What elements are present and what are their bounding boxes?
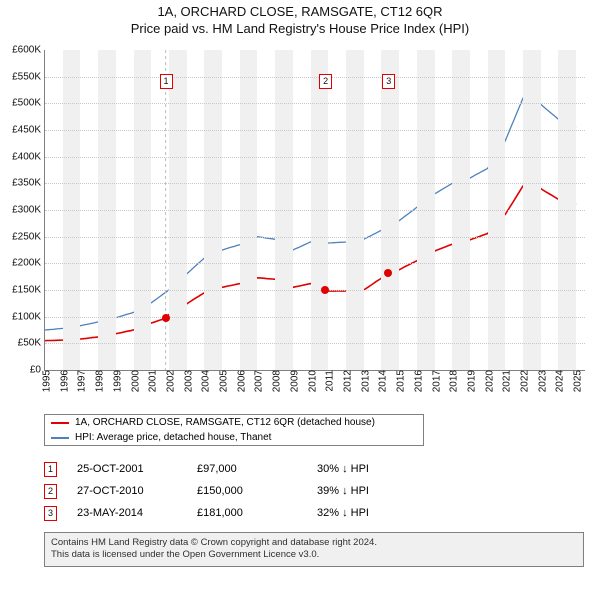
x-tick-label: 2000 [126,370,141,392]
y-tick-label: £350K [12,178,45,189]
x-tick-label: 2002 [161,370,176,392]
x-tick-label: 2022 [516,370,531,392]
legend-swatch [51,437,69,439]
y-tick-label: £200K [12,258,45,269]
transaction-date: 27-OCT-2010 [77,485,197,497]
x-tick-label: 2017 [427,370,442,392]
legend-swatch [51,422,69,424]
legend-label: 1A, ORCHARD CLOSE, RAMSGATE, CT12 6QR (d… [75,417,375,428]
transaction-diff: 39% ↓ HPI [317,485,437,497]
x-tick-label: 1997 [73,370,88,392]
y-tick-label: £250K [12,231,45,242]
x-tick-label: 1995 [38,370,53,392]
x-tick-label: 2013 [356,370,371,392]
x-tick-label: 2012 [338,370,353,392]
x-tick-label: 2008 [268,370,283,392]
x-tick-label: 2011 [321,370,336,392]
sale-marker-1: 1 [160,74,173,89]
transaction-marker-1: 1 [44,462,57,477]
gridline-h [45,77,585,78]
transaction-price: £97,000 [197,463,317,475]
legend-label: HPI: Average price, detached house, Than… [75,432,271,443]
transaction-price: £181,000 [197,507,317,519]
transaction-date: 23-MAY-2014 [77,507,197,519]
x-tick-label: 2016 [409,370,424,392]
y-tick-label: £500K [12,98,45,109]
x-tick-label: 2018 [445,370,460,392]
gridline-h [45,157,585,158]
transaction-marker-2: 2 [44,484,57,499]
x-tick-label: 2020 [480,370,495,392]
x-tick-label: 2003 [179,370,194,392]
gridline-h [45,290,585,291]
gridline-h [45,103,585,104]
y-tick-label: £600K [12,45,45,56]
x-tick-label: 2001 [144,370,159,392]
x-tick-label: 1996 [55,370,70,392]
x-tick-label: 2004 [197,370,212,392]
sale-dot-1 [162,314,170,322]
gridline-h [45,237,585,238]
transaction-price: £150,000 [197,485,317,497]
gridline-h [45,343,585,344]
gridline-h [45,210,585,211]
x-tick-label: 2024 [551,370,566,392]
sale-marker-2: 2 [319,74,332,89]
x-tick-label: 1998 [91,370,106,392]
gridline-h [45,183,585,184]
x-tick-label: 1999 [108,370,123,392]
y-tick-label: £550K [12,71,45,82]
sale-marker-3: 3 [382,74,395,89]
gridline-h [45,130,585,131]
x-tick-label: 2021 [498,370,513,392]
x-tick-label: 2015 [392,370,407,392]
legend-row: 1A, ORCHARD CLOSE, RAMSGATE, CT12 6QR (d… [45,415,423,430]
transaction-row: 3 23-MAY-2014£181,00032% ↓ HPI [44,502,437,524]
gridline-h [45,317,585,318]
x-tick-label: 2019 [462,370,477,392]
y-tick-label: £150K [12,285,45,296]
legend-row: HPI: Average price, detached house, Than… [45,430,423,445]
transaction-diff: 30% ↓ HPI [317,463,437,475]
y-tick-label: £100K [12,311,45,322]
sale-dot-3 [384,269,392,277]
chart-title-2: Price paid vs. HM Land Registry's House … [0,21,600,38]
sale-dot-2 [321,286,329,294]
x-tick-label: 2007 [250,370,265,392]
gridline-h [45,263,585,264]
transaction-date: 25-OCT-2001 [77,463,197,475]
y-tick-label: £300K [12,205,45,216]
x-tick-label: 2010 [303,370,318,392]
transaction-row: 2 27-OCT-2010£150,00039% ↓ HPI [44,480,437,502]
footer-line-1: Contains HM Land Registry data © Crown c… [51,537,577,549]
y-tick-label: £450K [12,125,45,136]
transaction-row: 1 25-OCT-2001£97,00030% ↓ HPI [44,458,437,480]
transaction-marker-3: 3 [44,506,57,521]
legend: 1A, ORCHARD CLOSE, RAMSGATE, CT12 6QR (d… [44,414,424,446]
x-tick-label: 2009 [285,370,300,392]
x-tick-label: 2025 [569,370,584,392]
y-tick-label: £400K [12,151,45,162]
transactions-table: 1 25-OCT-2001£97,00030% ↓ HPI 2 27-OCT-2010… [44,458,437,524]
y-tick-label: £50K [18,338,45,349]
x-tick-label: 2023 [533,370,548,392]
transaction-diff: 32% ↓ HPI [317,507,437,519]
x-tick-label: 2005 [215,370,230,392]
chart-container: 1A, ORCHARD CLOSE, RAMSGATE, CT12 6QR Pr… [0,0,600,590]
plot-area: £0£50K£100K£150K£200K£250K£300K£350K£400… [44,50,585,371]
x-tick-label: 2006 [232,370,247,392]
footer-attribution: Contains HM Land Registry data © Crown c… [44,532,584,567]
chart-title-1: 1A, ORCHARD CLOSE, RAMSGATE, CT12 6QR [0,0,600,21]
footer-line-2: This data is licensed under the Open Gov… [51,549,577,561]
x-tick-label: 2014 [374,370,389,392]
